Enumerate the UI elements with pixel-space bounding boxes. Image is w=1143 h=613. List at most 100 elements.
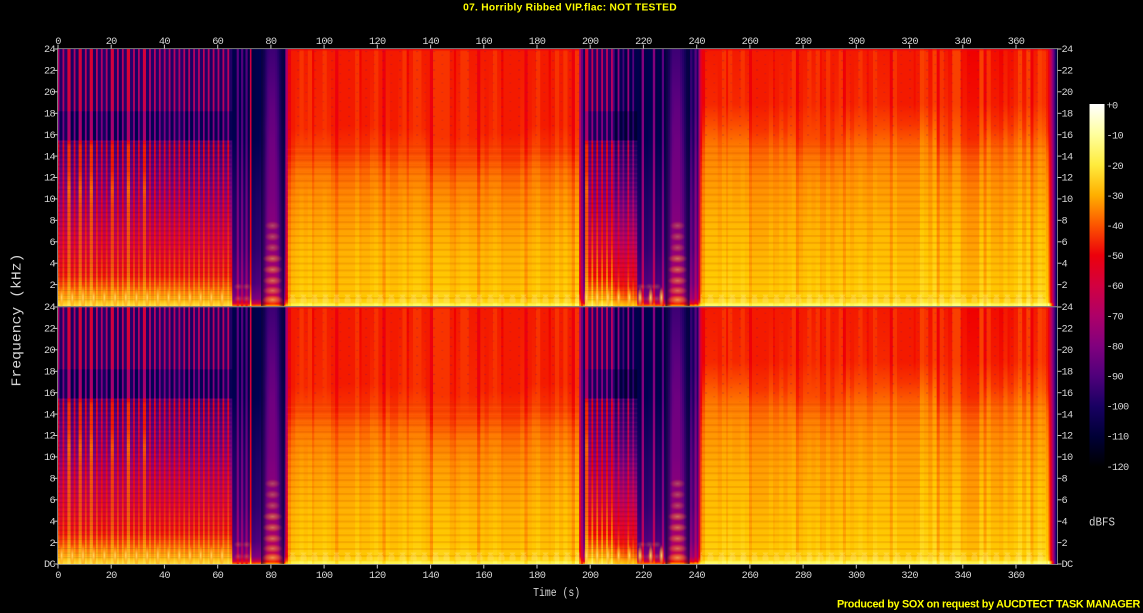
svg-text:-20: -20 (1107, 161, 1124, 173)
svg-text:200: 200 (582, 36, 599, 48)
svg-text:-80: -80 (1107, 341, 1124, 353)
svg-text:360: 360 (1008, 36, 1025, 48)
svg-text:60: 60 (212, 36, 223, 48)
svg-text:24: 24 (44, 44, 55, 56)
svg-text:60: 60 (212, 570, 223, 582)
svg-text:20: 20 (1062, 345, 1073, 357)
svg-text:220: 220 (635, 570, 652, 582)
svg-text:16: 16 (44, 388, 55, 400)
svg-text:dBFS: dBFS (1089, 517, 1115, 530)
svg-text:18: 18 (1062, 367, 1073, 379)
svg-text:80: 80 (265, 570, 276, 582)
svg-text:-90: -90 (1107, 372, 1124, 384)
svg-text:0: 0 (55, 570, 61, 582)
svg-text:2: 2 (50, 280, 56, 292)
svg-text:280: 280 (795, 570, 812, 582)
svg-text:-70: -70 (1107, 311, 1124, 323)
svg-text:10: 10 (1062, 194, 1073, 206)
svg-text:20: 20 (44, 345, 55, 357)
svg-text:2: 2 (1062, 538, 1068, 550)
svg-text:14: 14 (44, 151, 55, 163)
svg-text:260: 260 (742, 570, 759, 582)
svg-text:8: 8 (50, 474, 56, 486)
svg-text:140: 140 (422, 570, 439, 582)
svg-text:-50: -50 (1107, 251, 1124, 263)
svg-text:4: 4 (1062, 258, 1068, 270)
svg-text:2: 2 (1062, 280, 1068, 292)
svg-text:160: 160 (476, 36, 493, 48)
svg-text:22: 22 (1062, 324, 1073, 336)
svg-text:4: 4 (1062, 516, 1068, 528)
svg-text:20: 20 (106, 36, 117, 48)
svg-text:18: 18 (44, 367, 55, 379)
svg-text:10: 10 (1062, 452, 1073, 464)
svg-text:300: 300 (848, 36, 865, 48)
svg-text:280: 280 (795, 36, 812, 48)
svg-text:-60: -60 (1107, 281, 1124, 293)
svg-text:16: 16 (1062, 130, 1073, 142)
svg-text:DC: DC (44, 559, 55, 571)
svg-text:18: 18 (1062, 109, 1073, 121)
svg-text:12: 12 (1062, 431, 1073, 443)
svg-text:4: 4 (50, 516, 56, 528)
svg-text:340: 340 (955, 570, 972, 582)
svg-text:8: 8 (1062, 216, 1068, 228)
svg-text:10: 10 (44, 194, 55, 206)
svg-text:14: 14 (1062, 409, 1073, 421)
svg-text:100: 100 (316, 36, 333, 48)
svg-text:180: 180 (529, 570, 546, 582)
svg-text:200: 200 (582, 570, 599, 582)
svg-text:24: 24 (44, 302, 55, 314)
svg-text:0: 0 (55, 36, 61, 48)
svg-text:340: 340 (955, 36, 972, 48)
svg-text:2: 2 (50, 538, 56, 550)
svg-text:-10: -10 (1107, 131, 1124, 143)
svg-text:-40: -40 (1107, 221, 1124, 233)
svg-text:07. Horribly Ribbed VIP.flac:: 07. Horribly Ribbed VIP.flac: NOT TESTED (463, 2, 677, 13)
svg-text:120: 120 (369, 36, 386, 48)
svg-text:40: 40 (159, 36, 170, 48)
svg-text:6: 6 (50, 495, 56, 507)
svg-text:120: 120 (369, 570, 386, 582)
svg-text:320: 320 (901, 570, 918, 582)
svg-text:20: 20 (44, 87, 55, 99)
svg-text:8: 8 (1062, 474, 1068, 486)
svg-text:-120: -120 (1107, 462, 1129, 474)
svg-text:18: 18 (44, 109, 55, 121)
svg-text:12: 12 (1062, 173, 1073, 185)
svg-text:40: 40 (159, 570, 170, 582)
svg-text:240: 240 (688, 36, 705, 48)
svg-text:16: 16 (44, 130, 55, 142)
svg-text:12: 12 (44, 173, 55, 185)
svg-text:20: 20 (106, 570, 117, 582)
svg-text:Produced by SOX on request by: Produced by SOX on request by AUCDTECT T… (837, 599, 1141, 611)
svg-text:Time (s): Time (s) (533, 586, 580, 600)
svg-text:10: 10 (44, 452, 55, 464)
svg-text:6: 6 (50, 237, 56, 249)
svg-text:12: 12 (44, 431, 55, 443)
svg-text:14: 14 (44, 409, 55, 421)
svg-text:160: 160 (476, 570, 493, 582)
svg-text:240: 240 (688, 570, 705, 582)
svg-text:14: 14 (1062, 151, 1073, 163)
svg-text:16: 16 (1062, 388, 1073, 400)
svg-text:24: 24 (1062, 302, 1073, 314)
svg-text:-110: -110 (1107, 432, 1129, 444)
svg-text:180: 180 (529, 36, 546, 48)
svg-text:24: 24 (1062, 44, 1073, 56)
svg-text:DC: DC (1062, 559, 1073, 571)
svg-text:20: 20 (1062, 87, 1073, 99)
svg-text:4: 4 (50, 258, 56, 270)
svg-text:8: 8 (50, 216, 56, 228)
svg-text:300: 300 (848, 570, 865, 582)
svg-text:6: 6 (1062, 237, 1068, 249)
svg-text:22: 22 (1062, 66, 1073, 78)
svg-text:100: 100 (316, 570, 333, 582)
svg-text:Frequency (kHz): Frequency (kHz) (10, 254, 26, 387)
svg-text:260: 260 (742, 36, 759, 48)
svg-text:-100: -100 (1107, 402, 1129, 414)
svg-text:140: 140 (422, 36, 439, 48)
svg-text:320: 320 (901, 36, 918, 48)
svg-text:-30: -30 (1107, 191, 1124, 203)
svg-text:22: 22 (44, 324, 55, 336)
